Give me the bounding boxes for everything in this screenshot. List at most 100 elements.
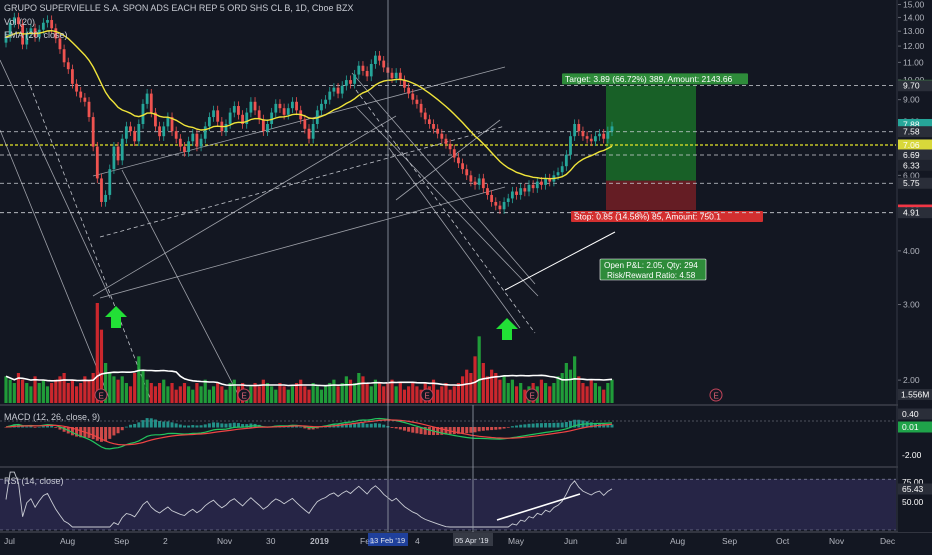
candle-body[interactable] [469,175,473,182]
candle-body[interactable] [390,72,394,79]
candle-body[interactable] [452,149,456,158]
earnings-marker[interactable] [94,388,108,402]
trend-line[interactable] [0,129,111,401]
candle-body[interactable] [154,112,157,127]
ema-legend[interactable]: EMA (20, close) [4,30,68,40]
target-zone[interactable] [606,85,696,181]
trend-line[interactable] [0,59,111,299]
candle-body[interactable] [12,17,16,23]
candle-body[interactable] [320,103,323,111]
candle-body[interactable] [187,141,191,152]
trend-line[interactable] [92,115,397,297]
candle-body[interactable] [560,166,564,173]
trend-line[interactable] [388,147,521,329]
candle-body[interactable] [62,49,66,63]
candle-body[interactable] [207,117,211,127]
candle-body[interactable] [33,28,37,37]
candle-body[interactable] [95,146,99,179]
candle-body[interactable] [71,69,74,84]
candle-body[interactable] [249,101,253,113]
candle-body[interactable] [540,181,543,185]
candle-body[interactable] [170,117,174,132]
candle-body[interactable] [133,131,137,142]
candle-body[interactable] [137,124,141,142]
candle-body[interactable] [519,188,523,195]
stop-zone[interactable] [606,180,696,211]
candle-body[interactable] [4,36,8,43]
candle-body[interactable] [336,87,340,94]
candle-body[interactable] [224,124,228,132]
candle-body[interactable] [104,194,108,202]
candle-body[interactable] [498,205,502,210]
candle-body[interactable] [577,124,581,132]
candle-body[interactable] [129,126,132,132]
candle-body[interactable] [108,169,112,195]
candle-body[interactable] [556,172,560,176]
candle-body[interactable] [494,201,498,206]
candle-body[interactable] [602,133,606,139]
candle-body[interactable] [531,184,535,189]
candle-body[interactable] [83,97,87,102]
candle-body[interactable] [100,178,103,202]
candle-body[interactable] [415,99,419,104]
candle-body[interactable] [411,93,415,100]
candle-body[interactable] [324,99,328,104]
candle-body[interactable] [274,103,278,113]
candle-body[interactable] [490,194,494,202]
candle-body[interactable] [344,80,348,86]
candle-body[interactable] [332,87,336,92]
candle-body[interactable] [432,124,435,129]
candle-body[interactable] [548,178,552,182]
candle-body[interactable] [241,114,244,125]
candle-body[interactable] [141,103,145,125]
macd-legend[interactable]: MACD (12, 26, close, 9) [4,412,101,422]
candle-body[interactable] [307,128,311,139]
candle-body[interactable] [253,101,257,111]
candle-body[interactable] [589,138,593,142]
trend-line-dashed[interactable] [355,89,536,334]
candle-body[interactable] [369,63,373,77]
rsi-trendline[interactable] [496,493,581,521]
candle-body[interactable] [216,110,220,122]
candle-body[interactable] [581,131,585,137]
candle-body[interactable] [203,126,207,139]
candle-body[interactable] [191,133,195,142]
candle-body[interactable] [544,178,547,185]
trend-line[interactable] [121,169,241,399]
candle-body[interactable] [436,128,440,134]
candle-body[interactable] [257,110,261,120]
candle-body[interactable] [394,72,398,79]
candle-body[interactable] [440,133,444,139]
candle-body[interactable] [328,91,332,100]
candle-body[interactable] [461,163,464,170]
earnings-marker[interactable] [237,388,251,402]
candle-body[interactable] [58,38,62,50]
candle-body[interactable] [75,83,78,92]
candle-body[interactable] [382,60,386,68]
candle-body[interactable] [17,17,20,25]
candle-body[interactable] [465,169,469,176]
candle-body[interactable] [374,55,377,64]
candle-body[interactable] [473,181,477,185]
earnings-marker[interactable] [420,388,434,402]
trend-line-dashed[interactable] [99,125,506,238]
candle-body[interactable] [535,181,539,189]
candle-body[interactable] [41,22,45,30]
candle-body[interactable] [87,101,91,118]
candle-body[interactable] [91,117,95,147]
candle-body[interactable] [46,20,49,23]
candle-body[interactable] [365,70,369,77]
candle-body[interactable] [54,28,58,39]
candle-body[interactable] [25,32,29,45]
candle-body[interactable] [261,119,265,132]
trend-line-dashed[interactable] [27,79,151,399]
trend-line[interactable] [99,186,506,299]
candle-body[interactable] [8,22,12,37]
support-line[interactable] [504,231,616,291]
candle-body[interactable] [477,178,481,185]
candle-body[interactable] [162,126,166,137]
candle-body[interactable] [573,124,577,137]
trend-line[interactable] [355,106,539,297]
candle-body[interactable] [212,110,215,118]
